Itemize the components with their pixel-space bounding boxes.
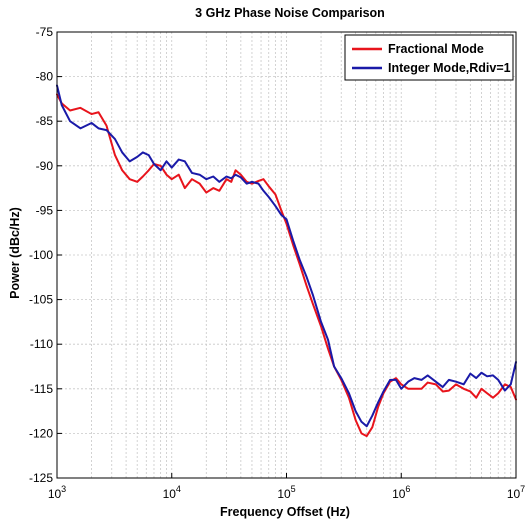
y-tick-label: -125 [29,471,53,485]
grid [57,32,516,478]
x-tick-label: 104 [163,484,181,501]
legend-box [344,34,514,81]
y-tick-label: -75 [36,25,54,39]
y-tick-label: -120 [29,426,53,440]
y-axis-ticks: -75 -80 -85 -90 -95 -100 -105 -110 -115 -120 -125 [29,25,62,485]
y-tick-label: -100 [29,248,53,262]
y-tick-label: -95 [36,203,54,217]
legend-label-fractional: Fractional Mode [388,42,484,56]
x-tick-label: 105 [277,484,295,501]
y-tick-label: -115 [30,382,53,396]
series-line-integer [56,84,517,428]
y-tick-label: -110 [30,337,53,351]
legend: Fractional Mode Integer Mode,Rdiv=1 [344,34,514,81]
y-tick-label: -105 [29,293,53,307]
x-tick-label: 103 [48,484,66,501]
y-tick-label: -90 [36,159,54,173]
x-axis-ticks: 103 104 105 106 107 [48,473,525,501]
series-layer [56,84,517,438]
x-tick-label: 107 [507,484,525,501]
series-line-fractional [56,93,517,438]
x-tick-label: 106 [392,484,410,501]
y-tick-label: -80 [36,70,54,84]
x-axis-label: Frequency Offset (Hz) [220,505,350,519]
y-axis-label: Power (dBc/Hz) [8,207,22,299]
legend-label-integer: Integer Mode,Rdiv=1 [388,61,511,75]
chart-title: 3 GHz Phase Noise Comparison [195,6,385,20]
y-tick-label: -85 [36,114,54,128]
